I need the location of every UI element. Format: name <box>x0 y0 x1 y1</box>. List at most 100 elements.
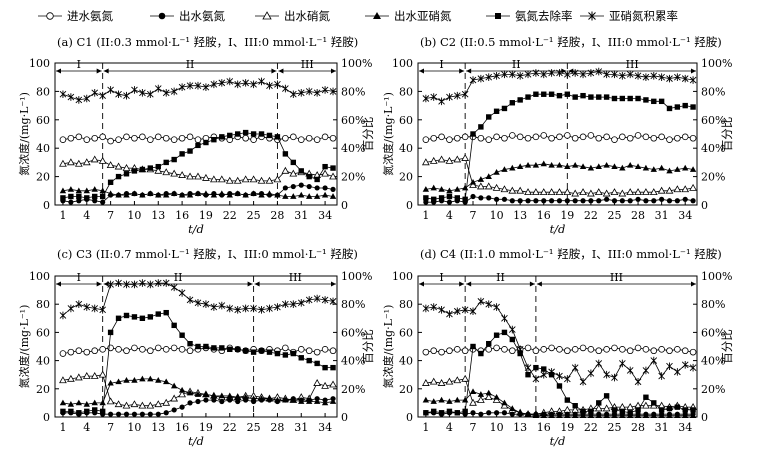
y-tick-label: 80 <box>36 298 50 311</box>
data-point-effluent-ammonia <box>549 198 555 204</box>
data-point-nitrite-accumulation <box>75 300 83 308</box>
data-point-ammonia-removal <box>603 94 610 100</box>
y-tick-label: 60 <box>36 114 50 127</box>
data-point-ammonia-removal <box>596 400 602 406</box>
data-point-ammonia-removal <box>627 410 633 416</box>
data-point-effluent-nitrate <box>453 376 462 384</box>
data-point-nitrite-accumulation <box>123 91 130 100</box>
y-tick-label: 0 <box>43 411 50 424</box>
data-point-ammonia-removal <box>76 193 82 200</box>
y2-tick-label: 100% <box>701 57 732 70</box>
data-point-nitrite-accumulation <box>59 311 67 320</box>
data-point-influent-ammonia <box>162 134 170 142</box>
data-point-ammonia-removal <box>179 332 185 338</box>
data-point-influent-ammonia <box>453 134 461 142</box>
data-point-nitrite-accumulation <box>313 89 321 97</box>
stage-arrow-head-left <box>466 281 472 287</box>
data-point-effluent-nitrate <box>321 169 329 177</box>
data-point-ammonia-removal <box>330 165 336 171</box>
data-point-nitrite-accumulation <box>477 74 485 83</box>
data-point-influent-ammonia <box>83 136 91 143</box>
data-point-effluent-nitrate <box>500 185 509 193</box>
data-point-ammonia-removal <box>274 350 281 357</box>
x-tick-label: 34 <box>318 421 332 434</box>
y2-axis-label: 百分比 <box>720 329 734 364</box>
data-point-effluent-nitrite <box>290 193 297 199</box>
data-point-ammonia-removal <box>572 94 578 100</box>
data-point-effluent-ammonia <box>219 398 225 405</box>
chart-panel-1: (a) C1 (II:0.3 mmol·L⁻¹ 羟胺，I、III:0 mmol·… <box>17 35 375 236</box>
data-point-nitrite-accumulation <box>99 306 106 314</box>
data-point-effluent-nitrite <box>155 377 162 383</box>
data-point-ammonia-removal <box>258 348 265 354</box>
data-point-nitrite-accumulation <box>524 363 532 372</box>
data-point-nitrite-accumulation <box>329 297 337 306</box>
data-point-ammonia-removal <box>227 132 233 139</box>
data-point-ammonia-removal <box>235 346 241 353</box>
data-point-effluent-nitrite <box>571 161 579 168</box>
data-point-nitrite-accumulation <box>202 300 210 308</box>
data-point-nitrite-accumulation <box>430 93 438 101</box>
x-tick-label: 7 <box>107 421 114 434</box>
data-point-nitrite-accumulation <box>689 76 697 84</box>
series-influent-ammonia <box>59 133 337 145</box>
data-point-effluent-ammonia <box>682 411 688 417</box>
data-point-effluent-nitrate <box>281 166 290 174</box>
data-point-ammonia-removal <box>147 314 154 320</box>
data-point-effluent-nitrite <box>642 164 650 171</box>
data-point-ammonia-removal <box>690 407 696 413</box>
data-point-nitrite-accumulation <box>107 280 114 289</box>
data-point-ammonia-removal <box>564 397 571 403</box>
data-point-effluent-nitrate <box>555 188 564 196</box>
data-point-influent-ammonia <box>611 136 618 143</box>
x-tick-label: 34 <box>678 209 692 222</box>
data-point-influent-ammonia <box>282 134 289 142</box>
data-point-ammonia-removal <box>171 156 177 163</box>
data-point-nitrite-accumulation <box>564 70 571 79</box>
data-point-ammonia-removal <box>290 159 297 166</box>
data-point-nitrite-accumulation <box>453 91 461 100</box>
data-point-influent-ammonia <box>666 347 673 355</box>
stage-arrow-head-left <box>56 68 61 74</box>
data-point-effluent-nitrate <box>162 398 171 406</box>
data-point-influent-ammonia <box>75 133 83 141</box>
data-point-effluent-nitrate <box>492 183 501 191</box>
data-point-ammonia-removal <box>682 102 688 109</box>
data-point-nitrite-accumulation <box>548 368 555 376</box>
data-point-effluent-ammonia <box>250 398 257 405</box>
data-point-nitrite-accumulation <box>282 84 289 93</box>
data-point-effluent-nitrate <box>178 390 186 398</box>
data-point-effluent-nitrite <box>532 161 540 168</box>
data-point-effluent-nitrate <box>74 159 83 167</box>
data-point-influent-ammonia <box>658 346 665 353</box>
data-point-influent-ammonia <box>83 348 91 356</box>
y-tick-label: 40 <box>36 355 50 368</box>
data-point-influent-ammonia <box>123 133 130 141</box>
y-tick-label: 0 <box>406 411 413 424</box>
data-point-effluent-nitrate <box>154 400 163 408</box>
data-point-nitrite-accumulation <box>297 89 305 97</box>
data-point-ammonia-removal <box>306 357 312 364</box>
data-point-influent-ammonia <box>681 347 689 355</box>
data-point-ammonia-removal <box>509 336 516 343</box>
x-tick-label: 28 <box>631 209 645 222</box>
data-point-effluent-nitrite <box>123 377 130 383</box>
data-point-influent-ammonia <box>147 136 154 143</box>
data-point-effluent-nitrate <box>681 185 690 193</box>
data-point-influent-ammonia <box>67 134 75 142</box>
data-point-ammonia-removal <box>163 309 169 316</box>
data-point-nitrite-accumulation <box>234 80 242 89</box>
stage-arrow-head-right <box>96 68 102 74</box>
data-point-ammonia-removal <box>203 343 209 350</box>
data-point-effluent-nitrate <box>98 370 107 378</box>
y-tick-label: 80 <box>399 85 413 98</box>
x-tick-label: 31 <box>655 209 669 222</box>
data-point-nitrite-accumulation <box>202 83 210 91</box>
data-point-ammonia-removal <box>588 94 594 100</box>
data-point-nitrite-accumulation <box>305 87 313 96</box>
data-point-influent-ammonia <box>139 133 146 141</box>
stage-1-span: I <box>419 271 465 287</box>
data-point-effluent-nitrate <box>445 377 454 385</box>
data-point-effluent-ammonia <box>541 198 547 204</box>
data-point-influent-ammonia <box>446 136 453 143</box>
